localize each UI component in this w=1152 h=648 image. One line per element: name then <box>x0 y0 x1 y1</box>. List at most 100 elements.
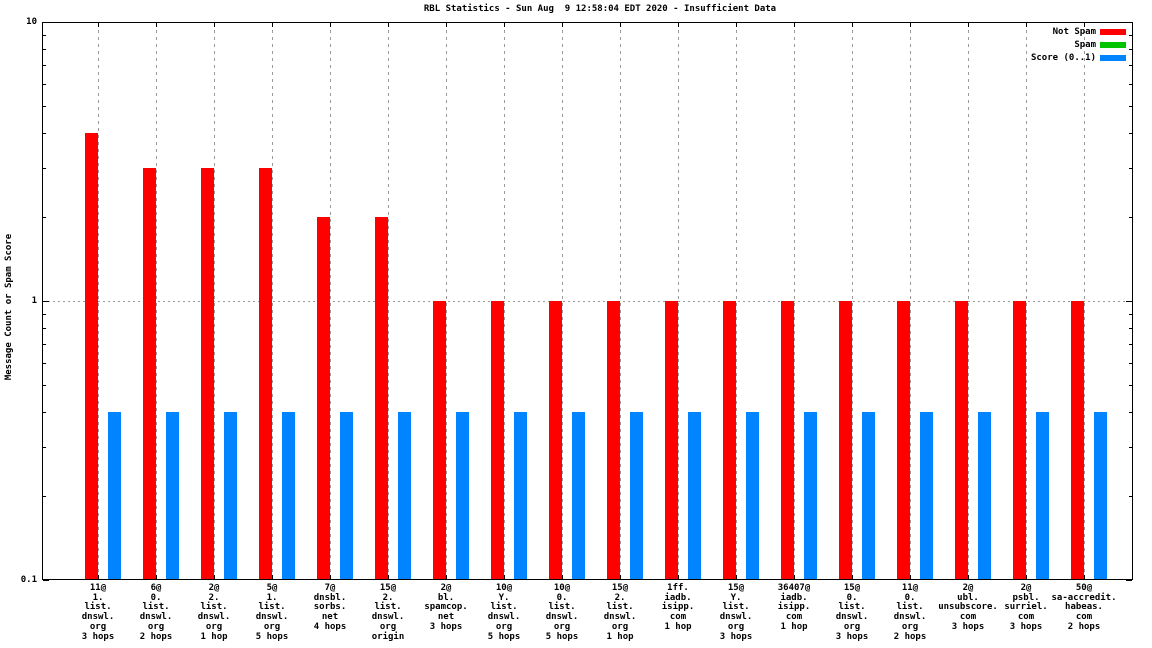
x-category-label: 11@ 1. list. dnswl. org 3 hops <box>81 583 115 642</box>
x-tick-top <box>446 23 447 27</box>
x-tick-bottom <box>330 575 331 579</box>
legend-entry: Not Spam <box>946 27 1133 38</box>
x-tick-bottom <box>620 575 621 579</box>
bar-score-0-1 <box>978 412 991 579</box>
x-category-label: 1ff. iadb. isipp. com 1 hop <box>661 583 695 632</box>
x-category-label: 11@ 0. list. dnswl. org 2 hops <box>893 583 927 642</box>
x-tick-top <box>98 23 99 27</box>
bar-not-spam <box>839 301 852 579</box>
y-tick-minor-right <box>1129 49 1132 50</box>
x-tick-bottom <box>910 575 911 579</box>
x-category-label: 15@ 2. list. dnswl. org 1 hop <box>603 583 637 642</box>
y-tick-label: 1 <box>31 296 37 306</box>
x-category-label: 15@ 0. list. dnswl. org 3 hops <box>835 583 869 642</box>
bar-score-0-1 <box>746 412 759 579</box>
x-tick-bottom <box>1084 575 1085 579</box>
x-tick-top <box>1026 23 1027 27</box>
bar-not-spam <box>723 301 736 579</box>
x-category-label: 6@ 0. list. dnswl. org 2 hops <box>139 583 173 642</box>
y-tick-minor-left <box>43 65 46 66</box>
y-tick-minor-right <box>1129 35 1132 36</box>
bar-score-0-1 <box>224 412 237 579</box>
x-category-label: 15@ 2. list. dnswl. org origin <box>371 583 405 642</box>
y-tick-minor-right <box>1129 133 1132 134</box>
x-tick-bottom <box>446 575 447 579</box>
y-tick-minor-right <box>1129 106 1132 107</box>
bar-score-0-1 <box>1036 412 1049 579</box>
y-tick-minor-left <box>43 217 46 218</box>
x-tick-top <box>794 23 795 27</box>
y-tick-major-right <box>1126 301 1132 302</box>
y-tick-minor-right <box>1129 328 1132 329</box>
y-tick-minor-right <box>1129 168 1132 169</box>
y-tick-minor-right <box>1129 412 1132 413</box>
bar-not-spam <box>1071 301 1084 579</box>
bar-score-0-1 <box>108 412 121 579</box>
y-tick-label: 10 <box>26 17 37 27</box>
x-category-label: 10@ Y. list. dnswl. org 5 hops <box>487 583 521 642</box>
bar-score-0-1 <box>630 412 643 579</box>
legend-entry: Score (0..1) <box>946 53 1133 64</box>
x-tick-top <box>852 23 853 27</box>
bar-not-spam <box>665 301 678 579</box>
y-tick-major-right <box>1126 580 1132 581</box>
bar-not-spam <box>201 168 214 579</box>
x-tick-top <box>910 23 911 27</box>
x-tick-top <box>620 23 621 27</box>
chart-title: RBL Statistics - Sun Aug 9 12:58:04 EDT … <box>423 4 777 14</box>
y-tick-minor-left <box>43 344 46 345</box>
x-category-label: 10@ 0. list. dnswl. org 5 hops <box>545 583 579 642</box>
x-tick-bottom <box>98 575 99 579</box>
bar-not-spam <box>143 168 156 579</box>
y-tick-minor-left <box>43 447 46 448</box>
y-tick-major-left <box>43 580 49 581</box>
y-gridline-1 <box>43 301 1132 302</box>
y-tick-major-left <box>43 22 49 23</box>
y-tick-label: 0.1 <box>20 575 37 585</box>
x-tick-bottom <box>504 575 505 579</box>
y-tick-minor-right <box>1129 447 1132 448</box>
x-tick-bottom <box>1026 575 1027 579</box>
y-tick-minor-left <box>43 363 46 364</box>
y-tick-minor-left <box>43 328 46 329</box>
y-tick-minor-left <box>43 385 46 386</box>
bar-not-spam <box>375 217 388 579</box>
y-tick-minor-left <box>43 496 46 497</box>
y-tick-major-left <box>43 301 49 302</box>
x-category-label: 15@ Y. list. dnswl. org 3 hops <box>719 583 753 642</box>
x-category-label: 36407@ iadb. isipp. com 1 hop <box>777 583 811 632</box>
bar-score-0-1 <box>804 412 817 579</box>
y-tick-minor-right <box>1129 344 1132 345</box>
y-tick-minor-left <box>43 84 46 85</box>
x-tick-bottom <box>214 575 215 579</box>
bar-not-spam <box>317 217 330 579</box>
bar-not-spam <box>607 301 620 579</box>
x-tick-top <box>504 23 505 27</box>
bar-score-0-1 <box>340 412 353 579</box>
x-category-label: 7@ dnsbl. sorbs. net 4 hops <box>313 583 347 632</box>
bar-score-0-1 <box>862 412 875 579</box>
y-tick-minor-left <box>43 412 46 413</box>
y-tick-minor-right <box>1129 363 1132 364</box>
y-tick-minor-left <box>43 49 46 50</box>
x-tick-top <box>736 23 737 27</box>
y-tick-minor-left <box>43 314 46 315</box>
bar-not-spam <box>897 301 910 579</box>
bar-score-0-1 <box>1094 412 1107 579</box>
x-tick-bottom <box>388 575 389 579</box>
bar-score-0-1 <box>166 412 179 579</box>
x-tick-top <box>214 23 215 27</box>
y-tick-minor-left <box>43 106 46 107</box>
bar-score-0-1 <box>688 412 701 579</box>
bar-not-spam <box>259 168 272 579</box>
x-tick-bottom <box>562 575 563 579</box>
x-tick-top <box>562 23 563 27</box>
bar-not-spam <box>491 301 504 579</box>
x-tick-bottom <box>678 575 679 579</box>
bar-not-spam <box>433 301 446 579</box>
bar-score-0-1 <box>282 412 295 579</box>
legend-swatch <box>1100 55 1126 61</box>
x-tick-top <box>968 23 969 27</box>
